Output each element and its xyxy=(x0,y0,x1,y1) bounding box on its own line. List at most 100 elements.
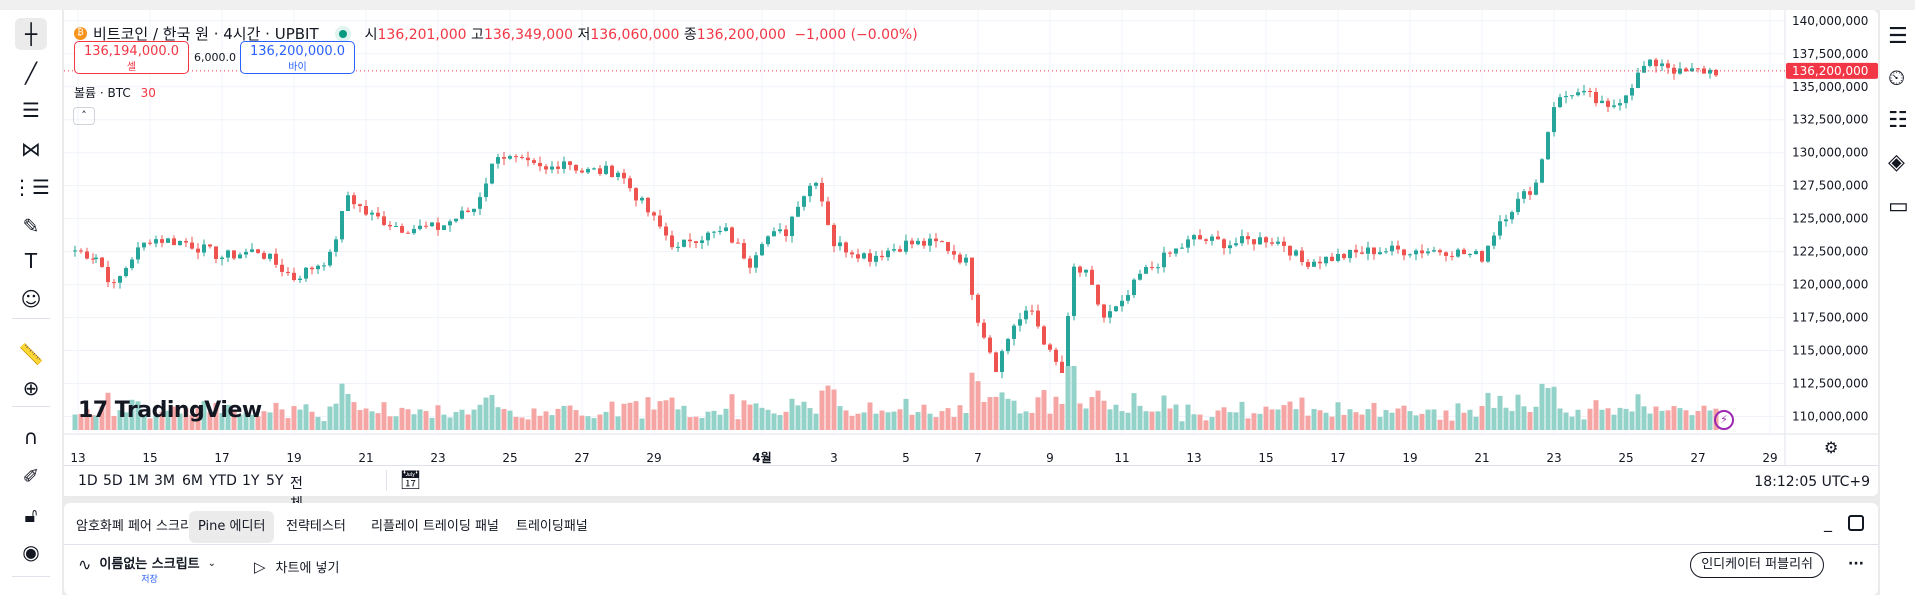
symbol-title[interactable]: 비트코인 / 한국 원 · 4시간 · UPBIT xyxy=(93,25,319,43)
time-tick: 4월 xyxy=(752,450,771,465)
magnet-icon[interactable]: ∩ xyxy=(23,425,39,449)
volume-bar xyxy=(753,403,759,430)
time-tick: 29 xyxy=(646,451,661,465)
volume-bar xyxy=(699,418,705,430)
brush-icon[interactable]: ✎ xyxy=(22,214,40,238)
candle-body xyxy=(958,254,962,263)
maximize-panel-button[interactable] xyxy=(1848,515,1864,531)
tab-4[interactable]: 트레이딩패널 xyxy=(516,519,588,534)
volume-bar xyxy=(861,412,867,430)
candle-body xyxy=(436,222,440,230)
ruler-icon[interactable]: 📏 xyxy=(18,342,44,366)
tab-0[interactable]: 암호화폐 페어 스크리너 xyxy=(76,519,204,534)
candle-body xyxy=(628,178,632,189)
publish-indicator-button[interactable]: 인디케이터 퍼블리쉬 xyxy=(1690,552,1824,578)
pattern-icon[interactable]: ⋈ xyxy=(21,137,41,161)
fib-retracement-icon[interactable]: ☰ xyxy=(22,98,40,122)
crosshair-icon[interactable]: ┼ xyxy=(15,18,47,50)
text-icon[interactable]: T xyxy=(24,249,38,273)
candle-body xyxy=(928,238,932,246)
candle-body xyxy=(1624,95,1628,104)
watchlist-icon[interactable]: ☰ xyxy=(1888,24,1908,49)
collapse-legend-button[interactable]: ˄ xyxy=(73,107,95,125)
candle-body xyxy=(268,253,272,259)
chevron-down-icon: ⌄ xyxy=(207,558,217,569)
candle-body xyxy=(1162,252,1166,268)
eye-icon[interactable]: ◉ xyxy=(22,540,40,564)
candle-body xyxy=(1636,72,1640,89)
range-5y[interactable]: 5Y xyxy=(266,473,284,489)
prediction-icon[interactable]: ⋮☰ xyxy=(12,175,50,199)
ohlc-values: 시136,201,000 고136,349,000 저136,060,000 종… xyxy=(365,24,918,44)
time-tick: 5 xyxy=(902,451,910,465)
clock[interactable]: 18:12:05 UTC+9 xyxy=(1754,474,1870,490)
price-chart[interactable]: 140,000,000 137,500,000 135,000,000 132,500… xyxy=(64,10,1878,496)
volume-bar xyxy=(693,416,699,430)
candle-body xyxy=(538,162,542,167)
chart-panel[interactable]: 140,000,000 137,500,000 135,000,000 132,500… xyxy=(64,10,1878,512)
candle-body xyxy=(262,252,266,259)
candle-body xyxy=(826,201,830,225)
candle-body xyxy=(1468,254,1472,256)
range-3m[interactable]: 3M xyxy=(154,473,175,489)
tab-2[interactable]: 전략테스터 xyxy=(286,519,346,534)
volume-bar xyxy=(813,413,819,430)
volume-bar xyxy=(639,418,645,430)
range-1m[interactable]: 1M xyxy=(128,473,149,489)
candle-body xyxy=(1426,251,1430,254)
range-6m[interactable]: 6M xyxy=(182,473,203,489)
tab-3[interactable]: 리플레이 트레이딩 패널 xyxy=(371,519,499,534)
add-to-chart-button[interactable]: ▷ 차트에 넣기 xyxy=(254,557,339,577)
time-tick: 29 xyxy=(1762,451,1777,465)
axis-settings-button[interactable]: ⚙ xyxy=(1824,438,1838,457)
candle-body xyxy=(1510,212,1514,220)
sell-button[interactable]: 136,194,000.0 셀 xyxy=(74,41,189,74)
volume-bar xyxy=(987,397,993,430)
emoji-icon[interactable]: ☺ xyxy=(20,287,42,311)
zoom-in-icon[interactable]: ⊕ xyxy=(22,376,40,400)
volume-bar xyxy=(963,413,969,430)
volume-bar xyxy=(189,415,195,430)
candle-body xyxy=(1222,239,1226,249)
candle-body xyxy=(1672,67,1676,74)
volume-bar xyxy=(903,398,909,430)
volume-bar xyxy=(393,416,399,430)
goto-date-button[interactable]: 📅︎ xyxy=(386,470,422,491)
lock-drawings-icon[interactable]: ✐ xyxy=(22,464,40,488)
candle-body xyxy=(346,195,350,212)
candle-body xyxy=(1648,59,1652,66)
buy-button[interactable]: 136,200,000.0 바이 xyxy=(240,41,355,74)
candle-body xyxy=(190,242,194,249)
candle-body xyxy=(1000,351,1004,372)
volume-bar xyxy=(1215,410,1221,430)
volume-bar xyxy=(1443,410,1449,430)
range-5d[interactable]: 5D xyxy=(103,473,123,489)
layers-icon[interactable]: ◈ xyxy=(1888,150,1905,175)
candle-body xyxy=(442,225,446,230)
alert-clock-icon[interactable]: ⏲ xyxy=(1888,66,1906,91)
candle-body xyxy=(754,255,758,268)
trend-line-icon[interactable]: ╱ xyxy=(24,61,38,85)
more-options-button[interactable]: ··· xyxy=(1848,556,1864,572)
candle-body xyxy=(1402,249,1406,256)
volume-bar xyxy=(495,407,501,430)
candle-body xyxy=(358,204,362,206)
range-ytd[interactable]: YTD xyxy=(209,473,237,489)
range-1y[interactable]: 1Y xyxy=(242,473,260,489)
minimize-panel-button[interactable]: _ xyxy=(1824,513,1832,532)
range-1d[interactable]: 1D xyxy=(78,473,98,489)
candle-body xyxy=(232,250,236,259)
tab-1[interactable]: Pine 에디터 xyxy=(189,511,275,543)
volume-bar xyxy=(543,411,549,430)
add-list-icon[interactable]: ☷ xyxy=(1888,108,1908,133)
lightning-icon[interactable]: ⚡︎ xyxy=(1714,410,1734,430)
candle-body xyxy=(1600,100,1604,104)
candle-body xyxy=(1378,252,1382,255)
chat-icon[interactable]: ▭ xyxy=(1888,194,1909,219)
price-tick: 112,500,000 xyxy=(1792,377,1868,391)
candle-body xyxy=(772,231,776,237)
unlock-icon[interactable]: 🔓︎ xyxy=(24,503,38,527)
candle-body xyxy=(778,229,782,232)
script-selector[interactable]: ∿ 이름없는 스크립트 저장 ⌄ xyxy=(78,553,216,585)
volume-bar xyxy=(921,404,927,430)
